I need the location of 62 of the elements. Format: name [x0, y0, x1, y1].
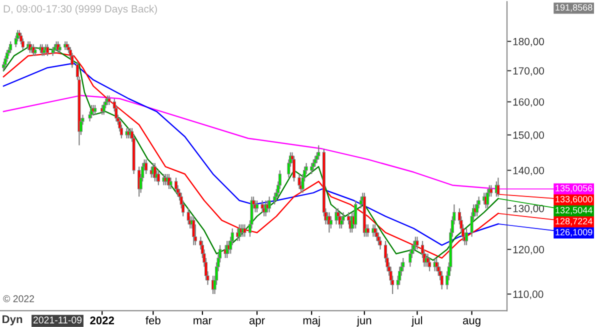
candlestick [376, 232, 380, 246]
y-tick-label: 140,00 [513, 166, 544, 176]
candlestick [486, 188, 490, 209]
candlestick [398, 266, 402, 286]
text: 191,8568 [556, 4, 592, 12]
candlestick [260, 200, 264, 213]
candlestick [373, 224, 376, 238]
candlestick [256, 200, 259, 213]
candlestick [334, 208, 338, 225]
annotation: 132,5044 [556, 206, 592, 214]
x-tick-label: 2022 [90, 316, 114, 324]
candlestick [402, 257, 405, 272]
x-tick-label: aug [462, 318, 480, 327]
candlestick [436, 262, 440, 276]
candlestick [412, 240, 416, 254]
chart-title: D, 09:00-17:30 (9999 Days Back) [4, 4, 157, 15]
x-tick-label: maj [303, 316, 320, 327]
x-tick-label: mar [194, 318, 212, 324]
annotation: 126,1009 [556, 228, 592, 236]
candlestick [342, 212, 345, 225]
candlestick [186, 208, 190, 225]
candlestick [102, 101, 106, 116]
candlestick [108, 94, 111, 106]
y-tick-label: 110,00 [513, 290, 544, 300]
x-tick-label: feb [146, 316, 160, 324]
x-tick-label: apr [249, 318, 265, 327]
candlestick [476, 200, 479, 217]
x-tick-label: jul [411, 316, 422, 327]
y-tick-label: 160,00 [513, 98, 544, 107]
candlestick [317, 144, 320, 160]
y-tick-label: 120,00 [513, 246, 544, 255]
candlestick [354, 200, 358, 230]
annotation: 128,7224 [556, 218, 592, 226]
candlestick [9, 40, 12, 54]
x-tick-label: jun [356, 316, 372, 327]
candlestick [292, 155, 296, 182]
candlestick [174, 177, 178, 194]
annotation: 135,0056 [556, 184, 592, 192]
candlestick [312, 158, 315, 171]
y-tick-label: 170,00 [513, 67, 544, 76]
candlestick [428, 257, 432, 272]
candlestick [465, 228, 468, 246]
candlestick [310, 162, 314, 175]
candlestick [243, 224, 246, 238]
candlestick [375, 228, 378, 242]
candlestick [416, 236, 419, 250]
annotation: © 2022 [3, 295, 34, 302]
candlestick [298, 173, 301, 190]
candlestick [440, 270, 444, 290]
candlestick [273, 192, 276, 205]
annotation: 133,6000 [556, 196, 592, 204]
candlestick [329, 216, 332, 230]
candlestick [192, 216, 196, 246]
y-tick-label: 180,00 [513, 38, 544, 46]
text: 2021-11-09 [33, 316, 82, 324]
text: Dyn [2, 315, 22, 326]
candlestick [94, 104, 97, 116]
candlestick [268, 196, 271, 213]
candlestick [169, 177, 172, 190]
candlestick [408, 248, 412, 268]
y-tick-label: 150,00 [513, 131, 544, 140]
y-tick-label: 130,00 [513, 204, 544, 214]
